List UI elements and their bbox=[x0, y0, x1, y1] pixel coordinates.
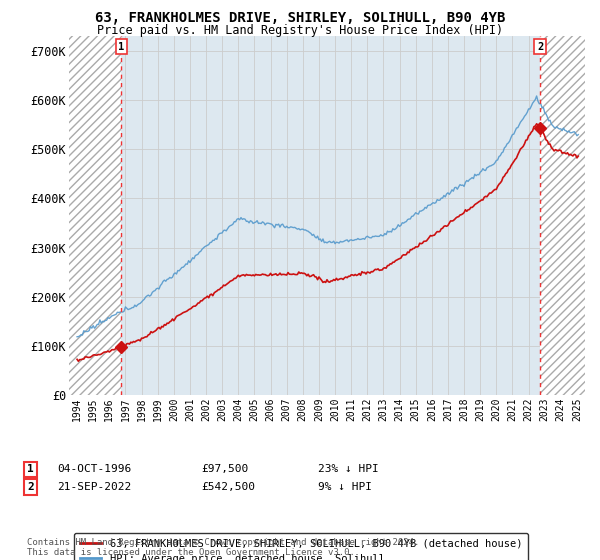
Text: 2: 2 bbox=[537, 42, 543, 52]
Text: 9% ↓ HPI: 9% ↓ HPI bbox=[318, 482, 372, 492]
Text: 04-OCT-1996: 04-OCT-1996 bbox=[57, 464, 131, 474]
Text: Price paid vs. HM Land Registry's House Price Index (HPI): Price paid vs. HM Land Registry's House … bbox=[97, 24, 503, 37]
Text: 1: 1 bbox=[118, 42, 125, 52]
Text: £542,500: £542,500 bbox=[201, 482, 255, 492]
Text: 63, FRANKHOLMES DRIVE, SHIRLEY, SOLIHULL, B90 4YB: 63, FRANKHOLMES DRIVE, SHIRLEY, SOLIHULL… bbox=[95, 11, 505, 25]
Text: Contains HM Land Registry data © Crown copyright and database right 2024.
This d: Contains HM Land Registry data © Crown c… bbox=[27, 538, 419, 557]
Text: 23% ↓ HPI: 23% ↓ HPI bbox=[318, 464, 379, 474]
Polygon shape bbox=[540, 36, 585, 395]
Text: 21-SEP-2022: 21-SEP-2022 bbox=[57, 482, 131, 492]
Legend: 63, FRANKHOLMES DRIVE, SHIRLEY, SOLIHULL, B90 4YB (detached house), HPI: Average: 63, FRANKHOLMES DRIVE, SHIRLEY, SOLIHULL… bbox=[74, 533, 529, 560]
Text: 2: 2 bbox=[27, 482, 34, 492]
Text: 1: 1 bbox=[27, 464, 34, 474]
Polygon shape bbox=[69, 36, 121, 395]
Text: £97,500: £97,500 bbox=[201, 464, 248, 474]
